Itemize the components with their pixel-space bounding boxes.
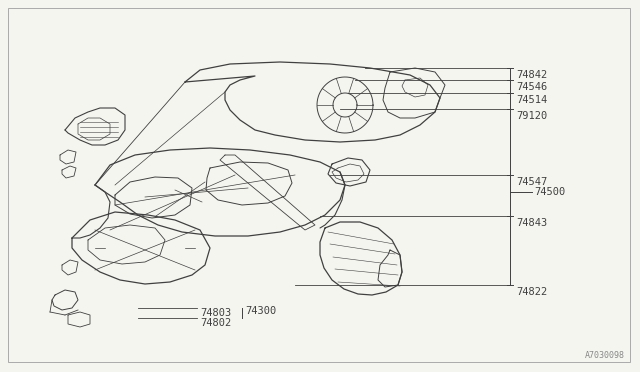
Text: 74842: 74842 xyxy=(516,70,547,80)
Text: 74500: 74500 xyxy=(534,187,565,197)
Text: 74822: 74822 xyxy=(516,287,547,297)
Text: 74802: 74802 xyxy=(200,318,231,328)
Text: 74300: 74300 xyxy=(245,306,276,316)
Text: 74546: 74546 xyxy=(516,82,547,92)
Text: 74803: 74803 xyxy=(200,308,231,318)
Text: 74547: 74547 xyxy=(516,177,547,187)
Text: 74843: 74843 xyxy=(516,218,547,228)
Text: A7030098: A7030098 xyxy=(585,351,625,360)
Text: 79120: 79120 xyxy=(516,111,547,121)
Text: 74514: 74514 xyxy=(516,95,547,105)
